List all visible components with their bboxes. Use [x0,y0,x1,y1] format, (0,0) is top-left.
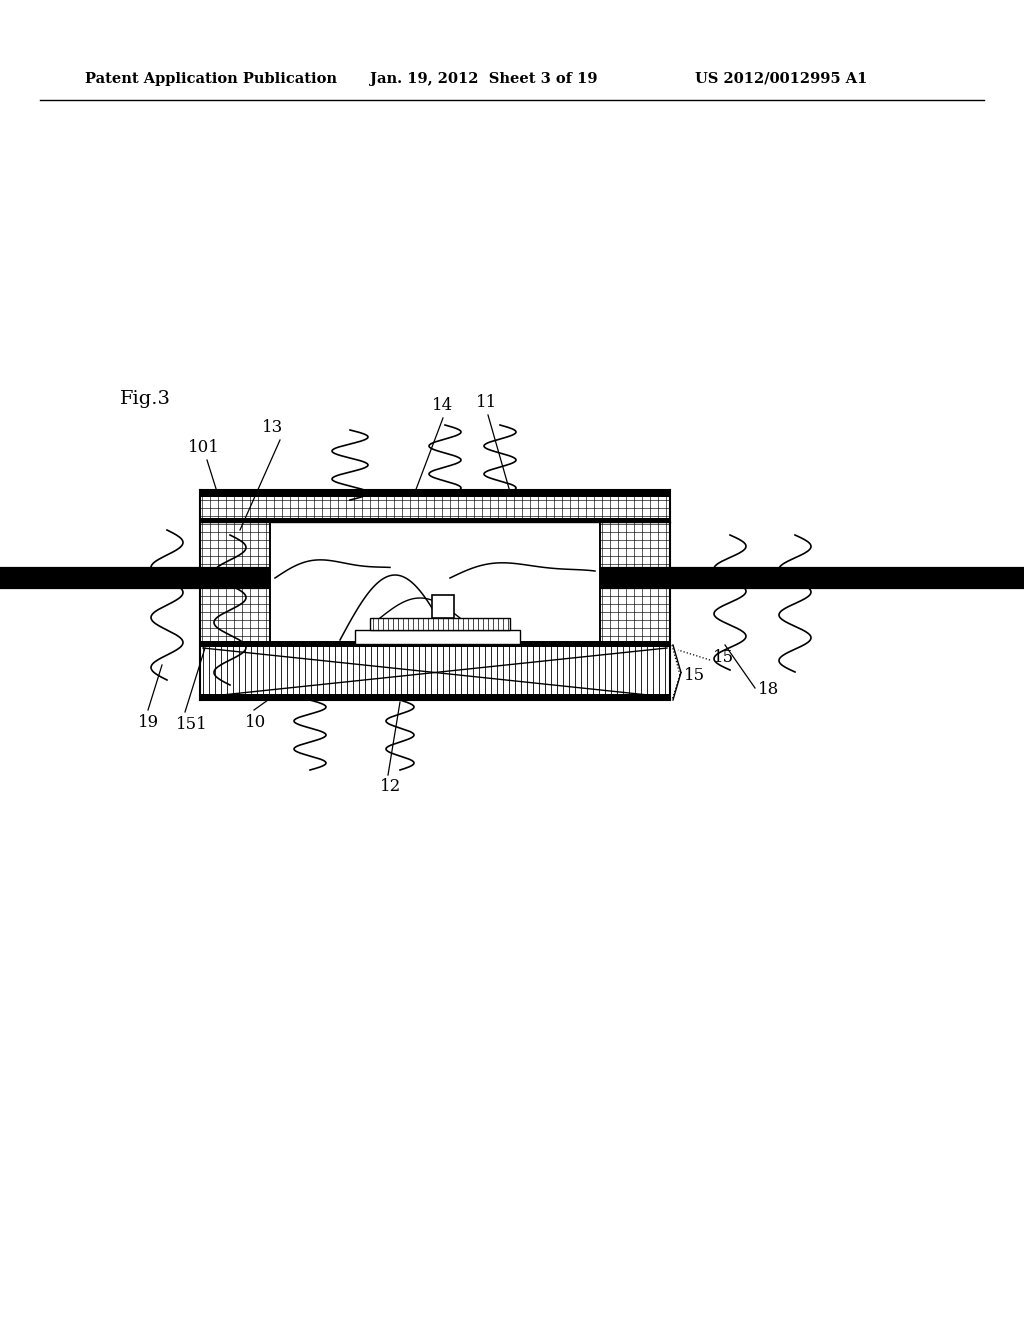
Text: 11: 11 [476,393,498,411]
Bar [355,630,520,644]
Text: Fig.3: Fig.3 [120,389,171,408]
Text: 15: 15 [713,649,734,667]
Text: 10: 10 [245,714,266,731]
Bar [200,694,670,701]
Bar [200,490,670,521]
Text: 18: 18 [758,681,779,698]
Bar [200,521,270,645]
Text: 12: 12 [380,777,401,795]
Text: Jan. 19, 2012  Sheet 3 of 19: Jan. 19, 2012 Sheet 3 of 19 [370,73,597,86]
Bar [200,490,670,498]
Bar [200,642,670,647]
Text: 101: 101 [188,440,220,455]
Text: 151: 151 [176,715,208,733]
Bar [200,517,670,523]
Bar [600,521,670,645]
Text: US 2012/0012995 A1: US 2012/0012995 A1 [695,73,867,86]
Text: 13: 13 [262,418,284,436]
Text: 15: 15 [684,667,706,684]
Text: Patent Application Publication: Patent Application Publication [85,73,337,86]
Text: 14: 14 [432,397,454,414]
Bar [432,595,454,618]
Bar [370,618,510,630]
Bar [200,645,670,700]
Text: 19: 19 [138,714,159,731]
